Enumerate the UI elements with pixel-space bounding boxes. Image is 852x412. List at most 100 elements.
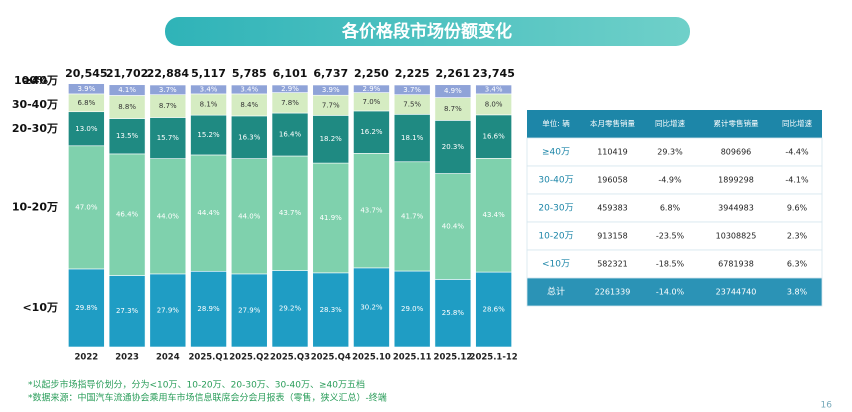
value-label: 7.0%	[363, 98, 381, 106]
bar-segment	[230, 273, 268, 348]
table-cell: 110419	[597, 148, 628, 157]
bar-segment	[190, 114, 227, 156]
table-cell: 30-40万	[538, 176, 573, 186]
total-label: 5,117	[191, 67, 226, 80]
table-cell: 196058	[597, 176, 628, 185]
value-label: 16.4%	[279, 131, 302, 139]
table-row-bg	[526, 277, 823, 307]
bar-segment	[149, 273, 187, 348]
table-cell: 6.8%	[660, 204, 681, 213]
bar-segment	[149, 84, 187, 95]
value-label: 44.4%	[197, 209, 220, 217]
value-label: 8.8%	[118, 103, 136, 111]
page-number: 16	[821, 401, 833, 411]
legend-label: 10-20万	[12, 200, 58, 213]
table-header: 本月零售销量	[590, 118, 635, 128]
table-cell: -14.0%	[656, 288, 685, 297]
table-cell: 29.3%	[657, 148, 683, 157]
bar-segment	[190, 154, 227, 272]
bar-segment	[108, 275, 146, 348]
table-cell: <10万	[542, 260, 570, 270]
table-cell: 总计	[547, 286, 565, 298]
bar-segment	[230, 84, 268, 95]
y-tick-label: 100%	[14, 74, 48, 87]
value-label: 2.9%	[281, 85, 299, 93]
value-label: 41.9%	[320, 214, 343, 222]
value-label: 4.1%	[118, 86, 136, 94]
total-label: 20,545	[65, 67, 107, 80]
value-label: 44.0%	[157, 212, 180, 220]
value-label: 15.2%	[197, 131, 220, 139]
table-cell: 6.3%	[787, 260, 808, 269]
legend-label: 30-40万	[12, 98, 58, 111]
bar-segment	[108, 84, 146, 96]
total-label: 6,737	[313, 67, 348, 80]
value-label: 16.3%	[238, 133, 261, 141]
bar-segment	[475, 271, 512, 348]
bar-segment	[68, 111, 105, 147]
x-tick-label: 2023	[115, 353, 139, 363]
bar-segment	[230, 115, 268, 159]
bar-segment	[271, 270, 309, 348]
note: *数据来源：中国汽车流通协会乘用车市场信息联席会分会月报表（零售，狭义汇总）-终…	[28, 392, 387, 404]
value-label: 43.4%	[483, 211, 506, 219]
bar-segment	[353, 84, 390, 93]
bar-segment	[190, 84, 227, 95]
table-cell: 6781938	[718, 260, 754, 269]
value-label: 18.2%	[320, 135, 343, 143]
x-tick-label: 2025.Q3	[270, 353, 310, 363]
bar-segment	[68, 268, 105, 348]
value-label: 8.4%	[240, 101, 258, 109]
value-label: 27.9%	[238, 306, 261, 314]
value-label: 8.0%	[485, 100, 503, 108]
table-cell: -4.1%	[785, 176, 809, 185]
value-label: 30.2%	[360, 303, 383, 311]
x-tick-label: 2025.Q1	[189, 353, 229, 363]
table-cell: ≥40万	[542, 148, 570, 158]
table-cell: 3.8%	[787, 288, 808, 297]
table-cell: 809696	[721, 148, 752, 157]
bar-segment	[353, 110, 390, 154]
bar-segment	[434, 279, 472, 348]
total-label: 2,250	[354, 67, 389, 80]
value-label: 15.7%	[157, 134, 180, 142]
value-label: 41.7%	[401, 212, 424, 220]
table-cell: 913158	[597, 232, 628, 241]
bar-segment	[108, 153, 146, 276]
x-tick-label: 2025.Q2	[229, 353, 269, 363]
value-label: 27.3%	[116, 307, 139, 315]
table-cell: -23.5%	[656, 232, 685, 241]
value-label: 29.2%	[279, 305, 302, 313]
table-header: 单位: 辆	[542, 118, 570, 128]
value-label: 40.4%	[442, 222, 465, 230]
value-label: 3.4%	[485, 85, 503, 93]
table-cell: -4.4%	[785, 148, 809, 157]
table-header: 同比增速	[655, 118, 685, 128]
value-label: 44.0%	[238, 212, 261, 220]
value-label: 3.4%	[200, 85, 218, 93]
table-header-bg	[527, 110, 822, 138]
note: *以起步市场指导价划分，分为<10万、10-20万、20-30万、30-40万、…	[28, 379, 365, 391]
bar-segment	[393, 114, 431, 163]
bar-segment	[393, 161, 431, 272]
table-cell: 10308825	[716, 232, 757, 241]
value-label: 27.9%	[157, 306, 180, 314]
value-label: 3.7%	[159, 86, 177, 94]
table-cell: 582321	[597, 260, 628, 269]
value-label: 7.8%	[281, 99, 299, 107]
value-label: 7.7%	[322, 101, 340, 109]
value-label: 13.5%	[116, 132, 139, 140]
total-label: 21,702	[106, 67, 148, 80]
table-cell: 10-20万	[538, 232, 573, 242]
x-tick-label: 2025.11	[393, 353, 432, 363]
value-label: 3.7%	[403, 86, 421, 94]
value-label: 3.4%	[240, 85, 258, 93]
bar-segment	[312, 272, 350, 348]
bar-segment	[271, 84, 309, 93]
value-label: 18.1%	[401, 134, 424, 142]
bar-segment	[68, 83, 105, 95]
table-row-bg	[526, 165, 823, 195]
value-label: 29.8%	[75, 304, 98, 312]
legend-label: ≥40万	[22, 74, 58, 87]
table-cell: 2.3%	[787, 232, 808, 241]
